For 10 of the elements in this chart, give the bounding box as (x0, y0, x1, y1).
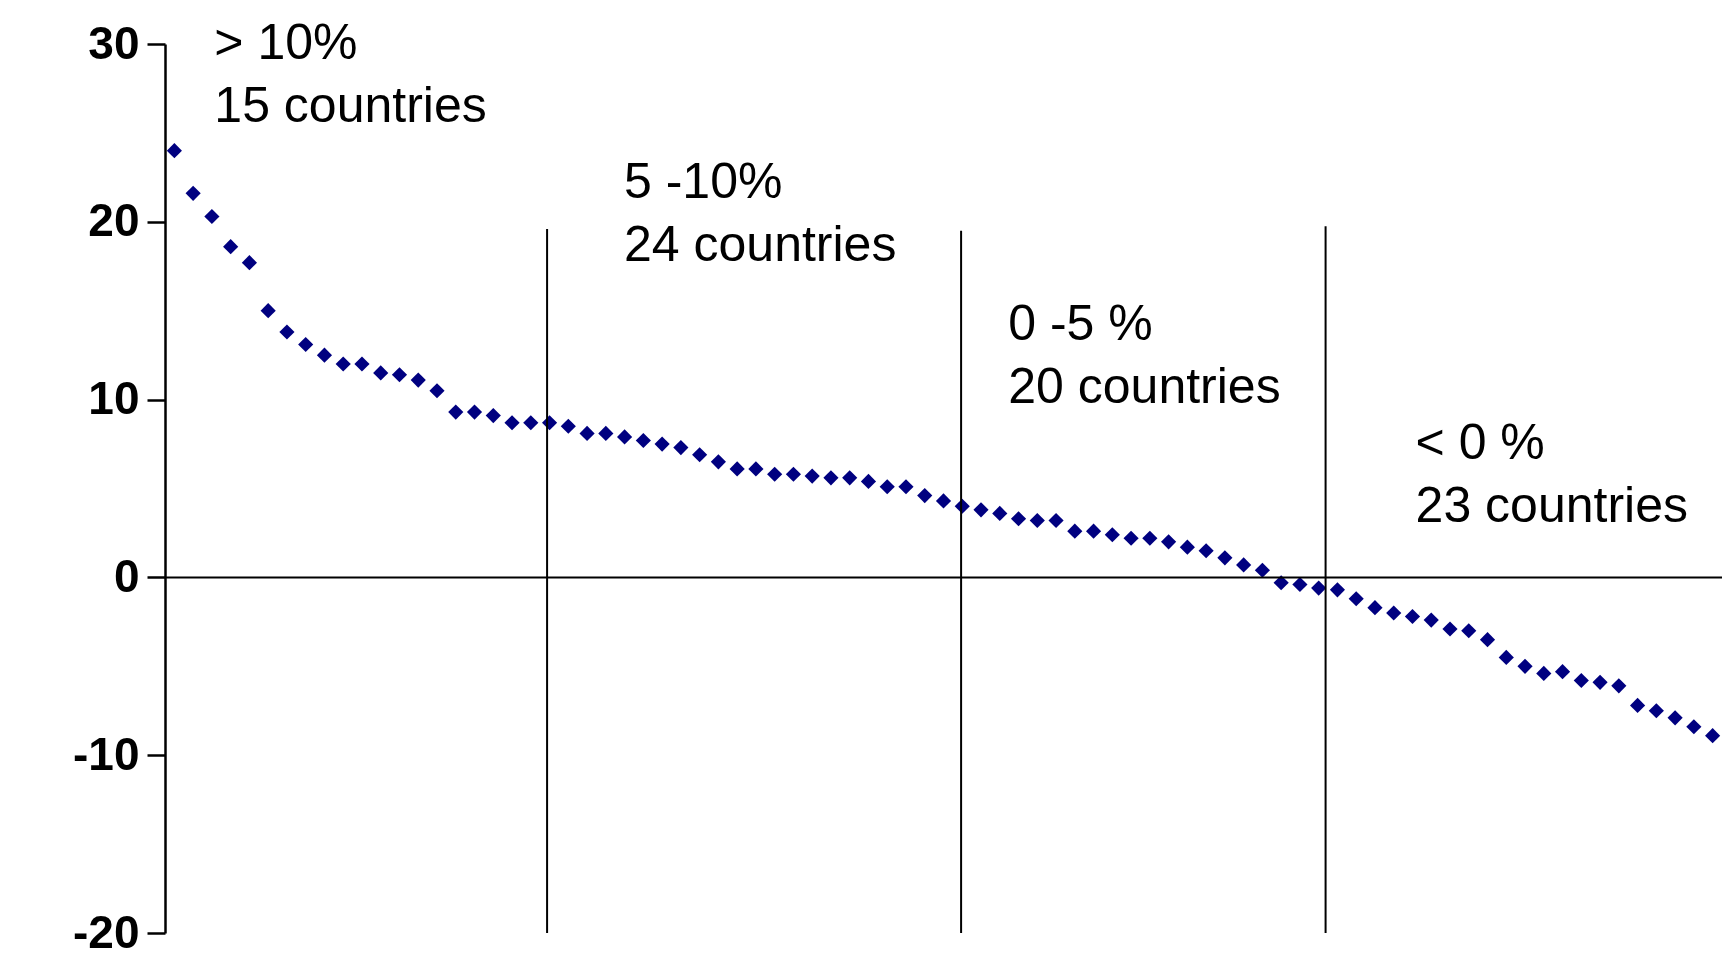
annotation: > 10% 15 countries (214, 14, 487, 134)
y-tick-label: -10 (73, 727, 140, 780)
annotation: < 0 % 23 countries (1415, 414, 1688, 534)
y-tick-label: 0 (113, 549, 140, 602)
y-tick-label: -20 (73, 905, 140, 955)
y-tick-label: 30 (88, 16, 140, 69)
annotation: 0 -5 % 20 countries (1008, 295, 1281, 415)
y-tick-label: 10 (88, 372, 140, 425)
y-tick-label: 20 (88, 194, 140, 247)
annotation: 5 -10% 24 countries (624, 152, 897, 272)
